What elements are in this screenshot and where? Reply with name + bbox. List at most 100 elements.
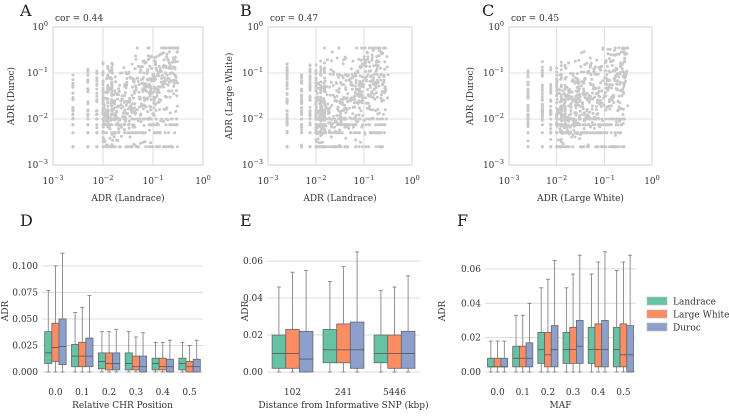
box-iqr	[178, 357, 187, 371]
scatter-point	[156, 101, 160, 105]
y-tick-label: 0.06	[243, 257, 263, 267]
scatter-point	[567, 124, 571, 128]
scatter-point	[308, 110, 312, 114]
scatter-point	[338, 145, 342, 149]
scatter-point	[110, 61, 114, 65]
scatter-point	[567, 61, 570, 65]
scatter-point	[365, 106, 369, 110]
scatter-point	[549, 131, 553, 135]
scatter-point	[526, 95, 530, 99]
scatter-point	[323, 123, 326, 127]
scatter-point	[331, 131, 335, 135]
scatter-point	[308, 117, 312, 121]
scatter-point	[137, 83, 141, 87]
scatter-point	[375, 59, 379, 62]
scatter-point	[101, 90, 105, 94]
scatter-point	[171, 56, 175, 60]
scatter-point	[366, 57, 370, 61]
scatter-point	[148, 104, 152, 108]
scatter-point	[143, 131, 147, 135]
scatter-point	[369, 69, 372, 73]
scatter-point	[586, 143, 590, 147]
scatter-point	[300, 99, 304, 103]
scatter-point	[549, 104, 553, 108]
scatter-point	[285, 131, 289, 135]
scatter-point	[86, 90, 90, 94]
scatter-point	[386, 73, 390, 77]
scatter-point	[592, 70, 596, 74]
scatter-point	[95, 117, 99, 121]
scatter-point	[343, 122, 347, 126]
box-duroc	[58, 252, 67, 373]
scatter-point	[622, 60, 626, 64]
scatter-point	[561, 89, 565, 93]
scatter-point	[609, 123, 613, 127]
scatter-point	[614, 131, 617, 135]
scatter-point	[337, 46, 341, 50]
y-axis-label: ADR (Duroc)	[6, 67, 17, 126]
scatter-point	[366, 101, 370, 105]
scatter-point	[374, 81, 378, 84]
scatter-point	[314, 111, 318, 115]
scatter-point	[379, 145, 383, 149]
scatter-point	[111, 108, 115, 112]
scatter-point	[135, 46, 139, 50]
scatter-point	[626, 104, 630, 108]
scatter-point	[335, 114, 339, 118]
scatter-point	[561, 142, 565, 146]
scatter-point	[164, 123, 168, 127]
scatter-point	[363, 64, 367, 68]
scatter-point	[308, 131, 312, 135]
scatter-point	[352, 131, 356, 135]
correlation-annotation: cor = 0.47	[270, 14, 318, 24]
scatter-point	[604, 108, 608, 112]
scatter-point	[349, 98, 353, 101]
scatter-point	[308, 83, 312, 87]
scatter-point	[103, 145, 107, 149]
scatter-point	[375, 72, 379, 76]
scatter-point	[106, 125, 110, 129]
scatter-point	[331, 93, 335, 97]
scatter-point	[580, 51, 583, 55]
scatter-point	[142, 124, 146, 127]
scatter-point	[549, 113, 553, 116]
scatter-point	[145, 89, 148, 93]
scatter-point	[122, 128, 126, 131]
scatter-point	[549, 138, 553, 141]
scatter-point	[323, 131, 326, 135]
box-duroc	[139, 332, 148, 373]
scatter-point	[614, 53, 618, 57]
box-duroc	[400, 275, 416, 373]
scatter-point	[355, 46, 359, 50]
scatter-point	[143, 117, 147, 121]
scatter-point	[340, 101, 344, 105]
scatter-point	[603, 91, 607, 95]
scatter-point	[595, 131, 599, 135]
scatter-point	[314, 123, 318, 127]
scatter-point	[344, 97, 348, 101]
scatter-point	[344, 136, 348, 140]
scatter-point	[599, 81, 603, 85]
x-tick-label: 10−2	[546, 174, 567, 187]
scatter-point	[113, 75, 117, 79]
scatter-point	[360, 46, 364, 50]
y-tick-label: 0.00	[243, 368, 263, 378]
scatter-point	[377, 75, 381, 79]
scatter-point	[142, 71, 146, 75]
scatter-point	[384, 117, 388, 121]
scatter-point	[597, 117, 601, 121]
scatter-point	[607, 104, 611, 108]
x-axis-label: ADR (Landrace)	[302, 193, 376, 204]
scatter-points	[526, 46, 630, 149]
scatter-point	[367, 46, 371, 50]
scatter-point	[608, 83, 612, 87]
scatter-point	[319, 67, 323, 71]
y-axis-label: ADR (Large White)	[224, 53, 235, 141]
scatter-point	[104, 108, 108, 112]
scatter-point	[300, 131, 304, 135]
scatter-point	[343, 103, 347, 107]
scatter-point	[382, 80, 386, 84]
scatter-point	[549, 87, 553, 90]
scatter-point	[587, 69, 591, 73]
box-landrace	[71, 312, 80, 373]
